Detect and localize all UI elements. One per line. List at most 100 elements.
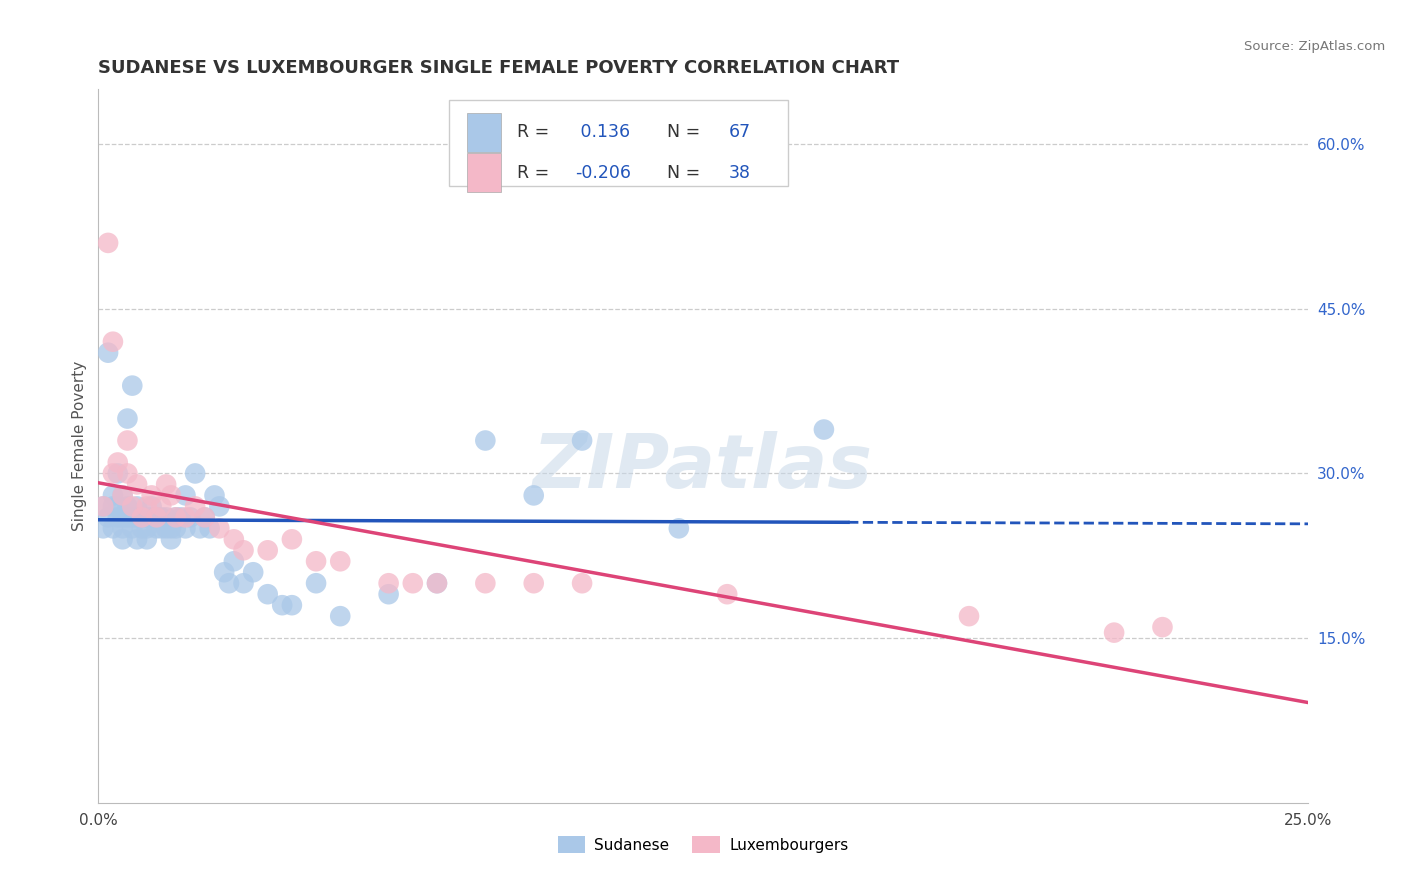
Point [145, 510, 167, 524]
Point [150, 521, 173, 535]
Point [305, 576, 328, 591]
Point [135, 500, 157, 514]
Point [121, 521, 143, 535]
Text: R =: R = [517, 164, 554, 182]
Point [281, 598, 304, 612]
Point [150, 510, 173, 524]
Point [256, 543, 278, 558]
Point [208, 521, 231, 535]
Point [329, 554, 352, 568]
Point [377, 587, 399, 601]
Point [145, 521, 167, 535]
Point [957, 609, 980, 624]
Point [174, 488, 197, 502]
Point [523, 576, 546, 591]
Point [121, 500, 143, 514]
Point [117, 467, 139, 481]
Point [160, 533, 183, 547]
Point [135, 510, 157, 524]
Point [131, 521, 153, 535]
Text: R =: R = [517, 123, 554, 142]
Point [194, 510, 217, 524]
Point [127, 533, 149, 547]
Point [111, 521, 134, 535]
Text: 38: 38 [728, 164, 751, 182]
Point [571, 434, 593, 448]
Point [377, 576, 399, 591]
FancyBboxPatch shape [467, 112, 501, 152]
Point [222, 554, 245, 568]
Point [101, 467, 124, 481]
Point [127, 500, 149, 514]
Point [111, 510, 134, 524]
Text: Source: ZipAtlas.com: Source: ZipAtlas.com [1244, 40, 1385, 54]
Point [165, 510, 187, 524]
Point [160, 488, 183, 502]
Point [97, 235, 120, 250]
Point [155, 510, 177, 524]
Point [474, 434, 496, 448]
Point [107, 500, 129, 514]
Point [426, 576, 449, 591]
Point [141, 510, 163, 524]
Point [141, 488, 163, 502]
Point [127, 510, 149, 524]
Point [91, 500, 114, 514]
Point [165, 510, 187, 524]
Point [117, 411, 139, 425]
Point [571, 576, 593, 591]
Point [716, 587, 738, 601]
Point [141, 500, 163, 514]
Point [184, 467, 207, 481]
FancyBboxPatch shape [449, 100, 787, 186]
Legend: Sudanese, Luxembourgers: Sudanese, Luxembourgers [551, 830, 855, 859]
Point [208, 500, 231, 514]
Point [107, 455, 129, 469]
Point [91, 521, 114, 535]
Point [101, 521, 124, 535]
Point [117, 510, 139, 524]
Point [101, 334, 124, 349]
Point [111, 533, 134, 547]
Point [121, 378, 143, 392]
Text: 67: 67 [728, 123, 751, 142]
Point [145, 510, 167, 524]
Point [222, 533, 245, 547]
Point [150, 500, 173, 514]
Point [813, 423, 835, 437]
Y-axis label: Single Female Poverty: Single Female Poverty [72, 361, 87, 531]
Point [281, 533, 304, 547]
Point [91, 500, 114, 514]
FancyBboxPatch shape [467, 153, 501, 193]
Point [184, 500, 207, 514]
Point [242, 566, 264, 580]
Point [160, 521, 183, 535]
Point [232, 576, 254, 591]
Point [218, 576, 240, 591]
Point [188, 521, 211, 535]
Text: ZIPatlas: ZIPatlas [533, 431, 873, 504]
Text: N =: N = [655, 164, 706, 182]
Point [107, 510, 129, 524]
Point [101, 500, 124, 514]
Point [1102, 625, 1125, 640]
Point [232, 543, 254, 558]
Point [131, 510, 153, 524]
Point [117, 500, 139, 514]
Point [117, 434, 139, 448]
Point [212, 566, 235, 580]
Point [474, 576, 496, 591]
Point [155, 521, 177, 535]
Point [97, 510, 120, 524]
Point [194, 510, 217, 524]
Point [131, 510, 153, 524]
Point [97, 345, 120, 359]
Point [523, 488, 546, 502]
Point [1152, 620, 1174, 634]
Point [135, 533, 157, 547]
Text: SUDANESE VS LUXEMBOURGER SINGLE FEMALE POVERTY CORRELATION CHART: SUDANESE VS LUXEMBOURGER SINGLE FEMALE P… [98, 59, 900, 77]
Point [165, 521, 187, 535]
Point [174, 521, 197, 535]
Text: N =: N = [655, 123, 706, 142]
Point [271, 598, 294, 612]
